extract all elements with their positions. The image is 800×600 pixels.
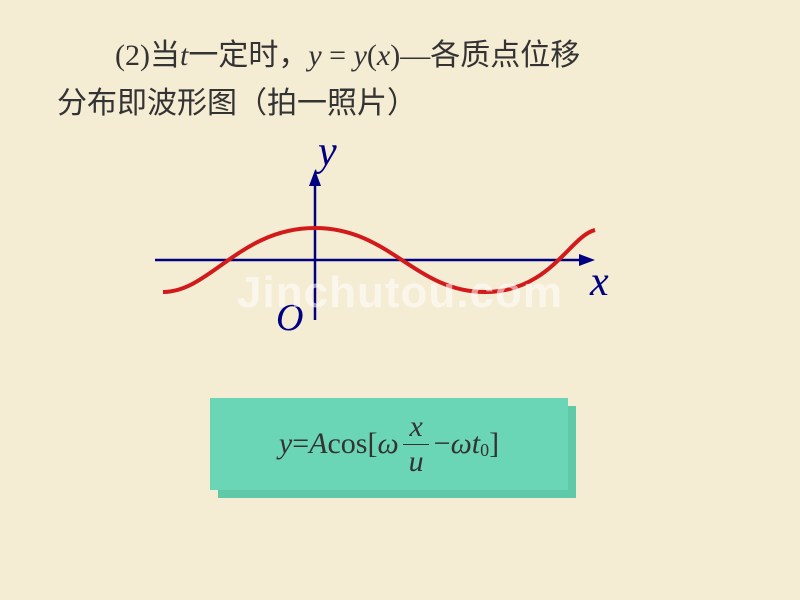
- wave-chart: [155, 130, 635, 360]
- wave-svg: [155, 130, 635, 330]
- formula-close: ]: [489, 427, 499, 461]
- formula-minus: −: [434, 427, 451, 461]
- var-y: y: [308, 39, 321, 72]
- paren-close: ): [390, 39, 400, 72]
- formula-content: y = A cos[ ω x u − ω t 0 ]: [279, 412, 499, 477]
- formula-t: t: [472, 427, 480, 461]
- cn-text-2: —各质点位移: [400, 39, 580, 72]
- body-text-line-1: (2)当t一定时，y = y(x)—各质点位移: [115, 30, 580, 74]
- y-axis-label: y: [318, 128, 337, 176]
- cn-text-1: 一定时，: [188, 39, 308, 72]
- formula-box: y = A cos[ ω x u − ω t 0 ]: [210, 398, 568, 490]
- paren-open: (: [367, 39, 377, 72]
- paren-2: (2)当: [115, 39, 180, 72]
- formula-omega1: ω: [377, 427, 398, 461]
- eq-sign: =: [322, 39, 354, 72]
- formula-eq: =: [292, 427, 309, 461]
- formula-frac: x u: [403, 412, 430, 477]
- body-text-line-2: 分布即波形图（拍一照片）: [57, 78, 417, 122]
- formula-frac-num: x: [403, 412, 428, 445]
- var-x: x: [377, 39, 390, 72]
- var-y2: y: [354, 39, 367, 72]
- formula-A: A: [309, 427, 327, 461]
- formula-frac-den: u: [403, 445, 430, 477]
- origin-label: O: [276, 296, 303, 340]
- formula-cos: cos[: [327, 427, 377, 461]
- formula-omega2: ω: [451, 427, 472, 461]
- formula-y: y: [279, 427, 292, 461]
- formula-sub0: 0: [480, 440, 489, 461]
- x-axis-label: x: [590, 258, 609, 306]
